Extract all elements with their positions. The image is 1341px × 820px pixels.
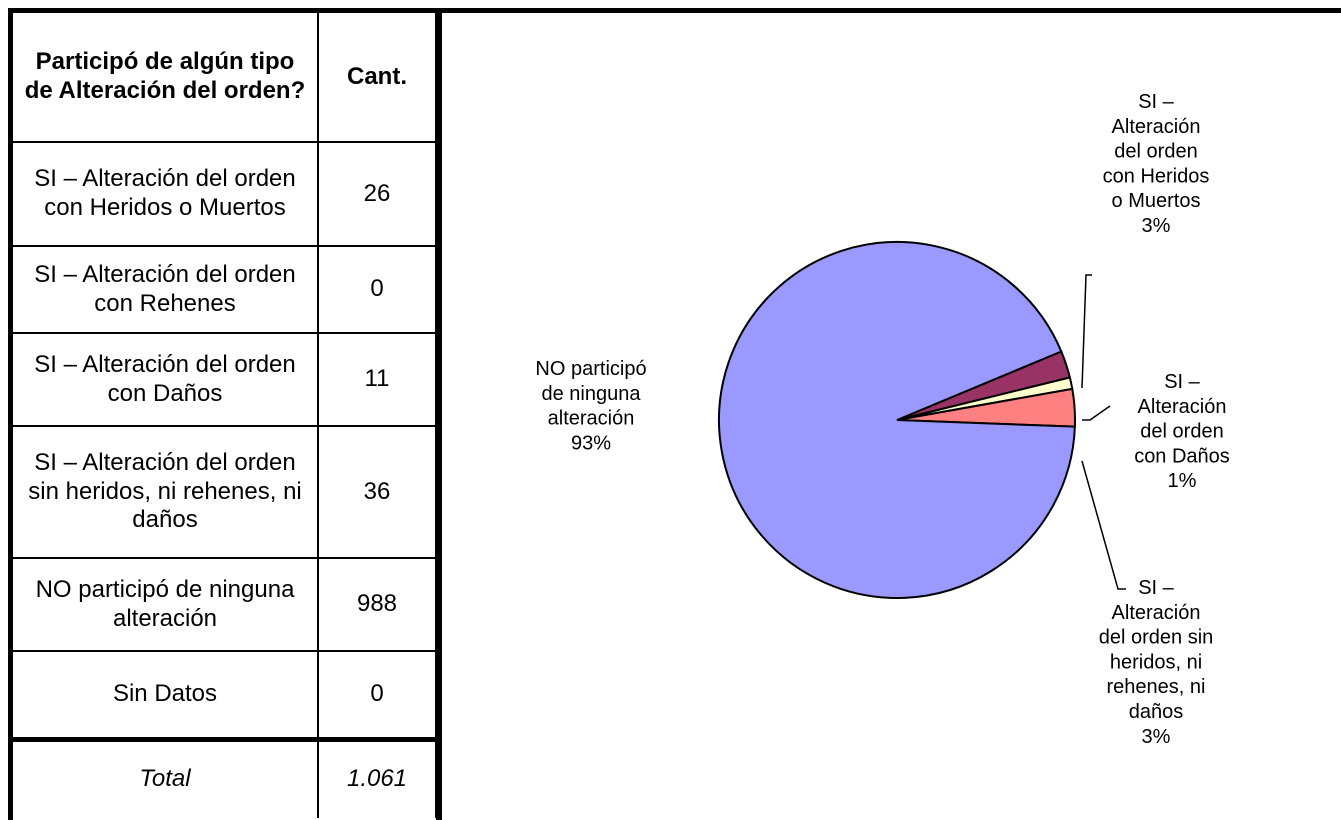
label-line: NO participó — [535, 358, 646, 380]
data-table-panel: Participó de algún tipo de Alteración de… — [13, 13, 437, 820]
row-count: 0 — [317, 245, 437, 334]
header-question: Participó de algún tipo de Alteración de… — [13, 13, 319, 143]
label-line: de ninguna — [542, 383, 642, 405]
row-label: NO participó de ninguna alteración — [13, 557, 319, 652]
slice-data-label: SI – Alteración del orden con Heridos o Muer… — [1103, 91, 1210, 237]
label-line: rehenes, ni — [1107, 676, 1206, 698]
label-line: heridos, ni — [1110, 651, 1202, 673]
row-label: SI – Alteración del orden con Heridos o … — [13, 141, 319, 247]
label-line: SI – — [1138, 577, 1174, 599]
label-line: Alteración — [1138, 396, 1227, 418]
label-line: 93% — [571, 432, 611, 454]
pie-slice — [718, 241, 1076, 599]
table-total-row: Total 1.061 — [13, 736, 437, 818]
leader-line — [1081, 460, 1126, 590]
header-count: Cant. — [317, 13, 437, 143]
row-label: SI – Alteración del orden con Daños — [13, 332, 319, 427]
outer-frame — [8, 8, 1341, 820]
label-line: SI – — [1138, 91, 1174, 113]
label-line: del orden — [1114, 141, 1197, 163]
label-line: con Daños — [1134, 445, 1230, 467]
row-label: SI – Alteración del orden sin heridos, n… — [13, 425, 319, 559]
row-count: 11 — [317, 332, 437, 427]
panel-divider — [436, 13, 442, 820]
total-value: 1.061 — [317, 736, 437, 818]
table-row: SI – Alteración del orden con Heridos o … — [13, 141, 437, 247]
row-count: 26 — [317, 141, 437, 247]
table-row: NO participó de ninguna alteración 988 — [13, 557, 437, 652]
label-line: Alteración — [1112, 116, 1201, 138]
label-line: del orden sin — [1099, 627, 1214, 649]
table-row: Sin Datos 0 — [13, 650, 437, 740]
table-row: SI – Alteración del orden con Rehenes 0 — [13, 245, 437, 334]
label-line: con Heridos — [1103, 165, 1210, 187]
row-label: Sin Datos — [13, 650, 319, 740]
pie-chart: SI – Alteración del orden con Heridos o Muer… — [535, 91, 1230, 748]
label-line: alteración — [548, 408, 635, 430]
total-label: Total — [13, 736, 319, 818]
row-count: 36 — [317, 425, 437, 559]
slice-data-label: SI – Alteración del orden con Daños 1% — [1134, 371, 1230, 492]
data-table: Participó de algún tipo de Alteración de… — [13, 13, 437, 818]
label-line: daños — [1129, 701, 1184, 723]
leader-line — [1082, 405, 1111, 421]
table-row: SI – Alteración del orden con Daños 11 — [13, 332, 437, 427]
label-line: del orden — [1140, 421, 1223, 443]
label-line: 1% — [1168, 470, 1197, 492]
slice-data-label: NO participó de ninguna alteración 93% — [535, 358, 646, 454]
leader-line — [1081, 274, 1092, 389]
slice-data-label: SI – Alteración del orden sin heridos, ni re… — [1099, 577, 1214, 748]
label-line: 3% — [1142, 726, 1171, 748]
label-line: o Muertos — [1112, 190, 1201, 212]
label-line: Alteración — [1112, 602, 1201, 624]
row-count: 0 — [317, 650, 437, 740]
label-line: 3% — [1142, 215, 1171, 237]
label-line: SI – — [1164, 371, 1200, 393]
row-label: SI – Alteración del orden con Rehenes — [13, 245, 319, 334]
table-header-row: Participó de algún tipo de Alteración de… — [13, 13, 437, 143]
table-row: SI – Alteración del orden sin heridos, n… — [13, 425, 437, 559]
row-count: 988 — [317, 557, 437, 652]
